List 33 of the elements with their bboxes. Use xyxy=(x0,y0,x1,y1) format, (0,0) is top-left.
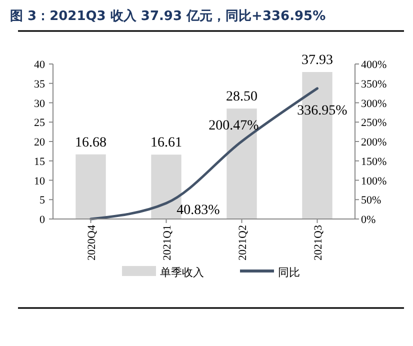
data-label: 200.47% xyxy=(208,118,260,134)
y-tick-label: 10 xyxy=(34,175,46,188)
x-tick-label: 2021Q1 xyxy=(161,225,174,260)
data-label: 37.93 xyxy=(302,53,333,68)
legend-label: 单季收入 xyxy=(160,266,204,279)
y2-tick-label: 250% xyxy=(361,117,387,130)
data-label: 40.83% xyxy=(176,203,220,218)
y-tick-label: 15 xyxy=(34,156,46,168)
y2-tick-label: 200% xyxy=(361,136,387,148)
y-tick-label: 20 xyxy=(34,136,46,148)
y2-tick-label: 350% xyxy=(361,78,387,90)
y-tick-label: 0 xyxy=(40,214,46,226)
y2-tick-label: 50% xyxy=(361,194,382,207)
chart-title: 图 3：2021Q3 收入 37.93 亿元，同比+336.95% xyxy=(10,8,326,24)
y-tick-label: 35 xyxy=(34,78,46,90)
y2-tick-label: 150% xyxy=(361,156,387,168)
y2-tick-label: 400% xyxy=(361,59,387,71)
y2-tick-label: 100% xyxy=(361,175,387,188)
legend-label: 同比 xyxy=(278,266,300,279)
y-tick-label: 25 xyxy=(34,117,46,130)
data-label: 28.50 xyxy=(226,90,258,105)
x-tick-label: 2021Q3 xyxy=(312,224,324,260)
x-tick-label: 2021Q2 xyxy=(236,225,249,260)
y2-tick-label: 300% xyxy=(361,98,387,110)
x-tick-label: 2020Q4 xyxy=(86,224,98,260)
y2-tick-label: 0% xyxy=(361,214,376,226)
data-label: 16.61 xyxy=(150,136,182,151)
bar xyxy=(76,154,106,219)
y-tick-label: 40 xyxy=(34,59,46,71)
data-label: 336.95% xyxy=(297,103,348,118)
y-tick-label: 30 xyxy=(34,98,46,110)
y-tick-label: 5 xyxy=(40,194,46,207)
data-label: 16.68 xyxy=(75,135,106,150)
